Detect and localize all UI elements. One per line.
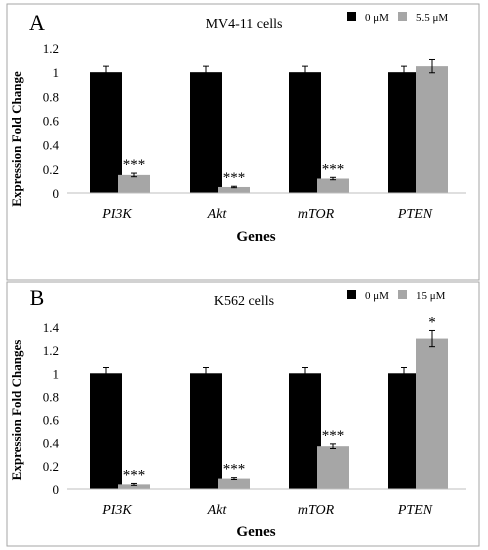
panel-letter: A [29, 10, 45, 35]
bar [317, 178, 349, 193]
panel-letter: B [30, 285, 45, 310]
bar [388, 72, 420, 193]
x-tick-label: Akt [207, 207, 228, 222]
legend-label: 0 μM [365, 290, 389, 302]
y-tick-label: 1 [53, 366, 60, 381]
legend-label: 0 μM [365, 12, 389, 24]
panel-border [6, 281, 480, 547]
significance-label: *** [322, 161, 345, 177]
x-axis-label: Genes [236, 229, 275, 245]
x-tick-label: Akt [207, 503, 228, 518]
bar [317, 446, 349, 489]
significance-label: *** [123, 157, 146, 173]
bar [289, 373, 321, 489]
bar [416, 66, 448, 193]
bar [90, 72, 122, 193]
y-tick-label: 1 [53, 65, 60, 80]
y-axis-label: Expression Fold Change [9, 71, 24, 207]
x-tick-label: PTEN [397, 207, 433, 222]
y-tick-label: 0.2 [43, 162, 59, 177]
x-tick-label: PI3K [101, 503, 132, 518]
x-axis-label: Genes [236, 524, 275, 540]
significance-label: *** [223, 462, 246, 478]
significance-label: *** [322, 428, 345, 444]
y-tick-label: 1.4 [43, 320, 60, 335]
bar [190, 72, 222, 193]
x-tick-label: PI3K [101, 207, 132, 222]
y-tick-label: 0.6 [43, 114, 60, 129]
y-tick-label: 1.2 [43, 41, 59, 56]
y-tick-label: 0.8 [43, 89, 59, 104]
y-tick-label: 0.6 [43, 413, 60, 428]
legend-label: 5.5 μM [416, 12, 448, 24]
y-axis-label: Expression Fold Changes [9, 340, 24, 481]
bar [118, 174, 150, 193]
y-tick-label: 0 [53, 186, 60, 201]
significance-label: * [428, 314, 436, 330]
x-tick-label: mTOR [298, 207, 335, 222]
bar [118, 484, 150, 489]
bar [289, 72, 321, 193]
legend-swatch [347, 290, 356, 299]
chart-title: K562 cells [214, 294, 274, 309]
chart-panel-a: A MV4-11 cells 0 μM 5.5 μM 0 0.2 0.4 0.6 0.8 1 1.2… [6, 3, 480, 281]
bar [190, 373, 222, 489]
significance-label: *** [223, 170, 246, 186]
legend-label: 15 μM [416, 290, 446, 302]
y-tick-label: 0.4 [43, 138, 60, 153]
y-tick-label: 0 [53, 482, 60, 497]
y-tick-label: 0.4 [43, 436, 60, 451]
chart-panel-b: B K562 cells 0 μM 15 μM 0 0.2 0.4 0.6 0.8 1 1.2 1.4… [6, 281, 480, 547]
bar [416, 338, 448, 489]
legend-swatch [398, 12, 407, 21]
significance-label: *** [123, 467, 146, 483]
bar [218, 478, 250, 489]
legend-swatch [398, 290, 407, 299]
chart-title: MV4-11 cells [206, 17, 283, 32]
y-tick-label: 0.8 [43, 389, 59, 404]
legend-swatch [347, 12, 356, 21]
x-tick-label: mTOR [298, 503, 335, 518]
y-tick-label: 1.2 [43, 343, 59, 358]
bar [90, 373, 122, 489]
panel-border [6, 3, 480, 281]
bar [388, 373, 420, 489]
x-tick-label: PTEN [397, 503, 433, 518]
bar [218, 186, 250, 193]
y-tick-label: 0.2 [43, 459, 59, 474]
